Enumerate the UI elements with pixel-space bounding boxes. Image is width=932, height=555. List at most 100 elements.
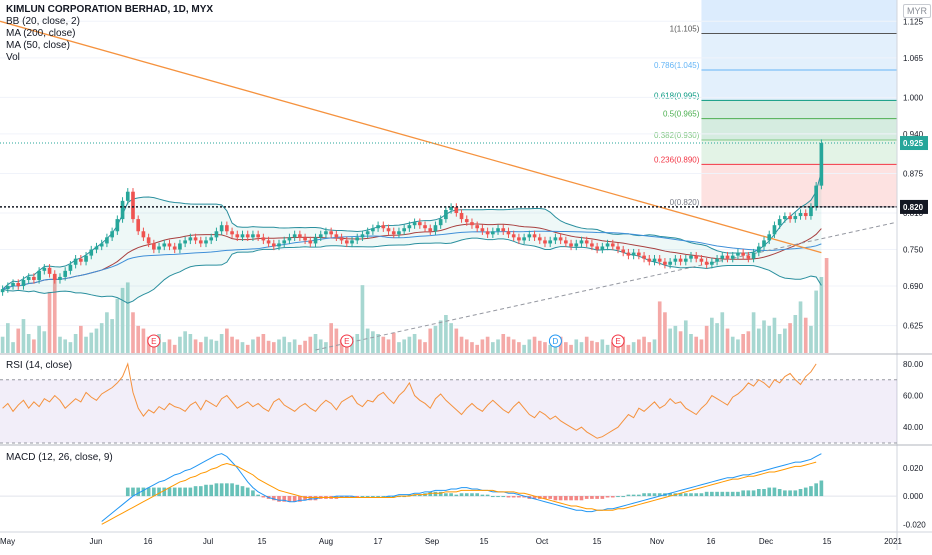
candle: [146, 237, 151, 244]
candle: [699, 258, 704, 262]
volume-bar: [663, 312, 667, 353]
volume-bar: [47, 291, 52, 353]
candle: [600, 246, 605, 250]
macd-hist-bar: [569, 496, 573, 501]
candle: [527, 234, 532, 238]
candle: [548, 240, 553, 244]
volume-bar: [511, 339, 516, 353]
candle: [209, 237, 214, 241]
macd-hist-bar: [678, 493, 683, 497]
price-tick-label: 0.875: [903, 169, 924, 178]
candle: [694, 255, 699, 259]
candle: [407, 225, 412, 229]
indicator-ma50-label[interactable]: MA (50, close): [6, 40, 70, 51]
volume-bar: [657, 301, 662, 353]
candle: [99, 243, 104, 247]
macd-hist-bar: [777, 489, 782, 497]
volume-bar: [809, 325, 813, 353]
macd-hist-bar: [579, 496, 584, 501]
macd-hist-bar: [245, 487, 250, 497]
macd-hist-bar: [131, 487, 135, 497]
macd-hist-bar: [689, 493, 693, 497]
macd-hist-bar: [282, 496, 287, 502]
volume-bar: [371, 331, 375, 353]
macd-hist-bar: [344, 496, 349, 498]
candle: [298, 234, 302, 238]
rsi-line: [2, 362, 817, 439]
volume-bar: [287, 342, 292, 353]
macd-hist-bar: [157, 487, 161, 497]
fib-zone-5: [701, 164, 897, 207]
macd-line: [101, 453, 822, 522]
event-marker-1: [340, 334, 354, 348]
candle: [256, 234, 260, 238]
volume-bar: [746, 331, 751, 353]
indicator-ma200-label[interactable]: MA (200, close): [6, 28, 76, 39]
currency-button[interactable]: MYR: [903, 4, 931, 18]
candle: [428, 228, 433, 232]
time-tick-label: Sep: [425, 537, 440, 546]
volume-bar: [652, 339, 657, 353]
fib-zone-top: [701, 0, 897, 34]
candle: [449, 206, 453, 210]
candle: [736, 252, 740, 256]
candle: [313, 237, 318, 244]
macd-hist-bar: [496, 496, 500, 498]
macd-hist-bar: [694, 493, 699, 497]
macd-hist-bar: [616, 496, 620, 498]
candle: [558, 237, 563, 241]
signal-line: [101, 461, 817, 525]
candle: [464, 219, 469, 223]
macd-hist-bar: [371, 496, 375, 498]
macd-hist-bar: [621, 496, 626, 498]
macd-hist-bar: [178, 487, 182, 497]
volume-bar: [402, 339, 406, 353]
candle: [292, 234, 297, 238]
rsi-tick-label: 80.00: [903, 360, 924, 369]
macd-hist-bar: [350, 496, 354, 498]
macd-hist-bar: [491, 496, 495, 498]
candle: [11, 283, 15, 287]
indicator-bb-label[interactable]: BB (20, close, 2): [6, 16, 80, 27]
price-tick-label: 0.750: [903, 246, 924, 255]
volume-bar: [219, 334, 224, 353]
candle: [251, 234, 255, 238]
volume-bar: [162, 342, 167, 353]
macd-label[interactable]: MACD (12, 26, close, 9): [6, 452, 113, 463]
volume-bar: [381, 336, 386, 353]
fib-label-5: 0.236(0.890): [654, 155, 700, 164]
candle: [58, 276, 62, 280]
macd-hist-bar: [814, 483, 818, 497]
candle: [188, 237, 193, 241]
volume-bar: [814, 290, 818, 353]
volume-bar: [736, 339, 740, 353]
candle: [610, 243, 615, 247]
rsi-label[interactable]: RSI (14, close): [6, 360, 73, 371]
candle: [230, 231, 234, 235]
candle: [522, 237, 526, 241]
macd-hist-bar: [610, 496, 615, 498]
fib-zone-3: [701, 118, 897, 140]
macd-hist-bar: [240, 486, 245, 497]
macd-hist-bar: [464, 493, 469, 497]
candle: [271, 243, 276, 247]
candle: [26, 276, 31, 280]
candle: [772, 225, 777, 235]
macd-hist-bar: [642, 493, 646, 497]
macd-hist-bar: [235, 484, 240, 497]
candle: [444, 209, 448, 220]
macd-hist-bar: [141, 487, 146, 497]
candle: [152, 243, 156, 250]
symbol-title: KIMLUN CORPORATION BERHAD, 1D, MYX: [6, 4, 214, 15]
fib-zone-0: [701, 33, 897, 70]
macd-hist-bar: [710, 491, 714, 497]
volume-bar: [537, 340, 542, 353]
fib-zone-1: [701, 69, 897, 101]
volume-bar: [433, 325, 438, 353]
time-tick-label: 15: [480, 537, 489, 546]
macd-hist-bar: [647, 493, 652, 497]
indicator-vol-label[interactable]: Vol: [6, 52, 20, 63]
candle: [470, 222, 474, 226]
macd-hist-bar: [558, 496, 563, 501]
